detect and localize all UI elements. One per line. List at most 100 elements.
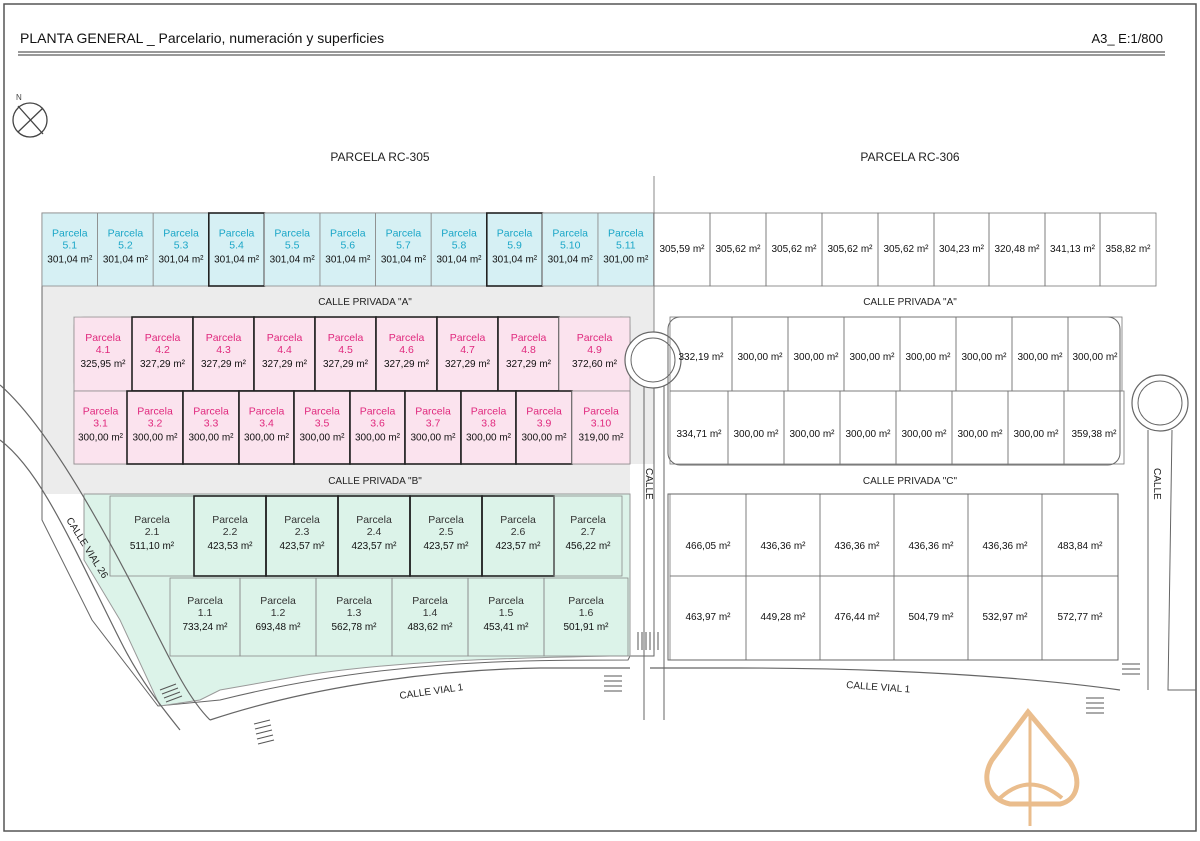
parcel-area: 693,48 m² <box>255 622 301 633</box>
street-label-privada-c: CALLE PRIVADA "C" <box>863 476 958 487</box>
parcel-right_e-3[interactable]: 476,44 m² <box>819 575 895 661</box>
parcel-right_a-5[interactable]: 305,62 m² <box>877 212 935 287</box>
parcel-area: 423,57 m² <box>495 541 541 552</box>
parcel-area: 300,00 m² <box>188 433 234 444</box>
parcel-right_a-6[interactable]: 304,23 m² <box>933 212 990 287</box>
parcel-right_d-4[interactable]: 436,36 m² <box>893 493 969 577</box>
parcel-area: 504,79 m² <box>908 612 954 623</box>
parcel-number: 3.7 <box>426 418 441 430</box>
parcel-right_e-2[interactable]: 449,28 m² <box>745 575 821 661</box>
parcel-word: Parcela <box>193 406 229 418</box>
parcel-right_b-3[interactable]: 300,00 m² <box>787 316 845 392</box>
parcel-right_b-5[interactable]: 300,00 m² <box>899 316 957 392</box>
parcel-right_e-6[interactable]: 572,77 m² <box>1041 575 1119 661</box>
parcel-right_b-4[interactable]: 300,00 m² <box>843 316 901 392</box>
parcel-right_d-6[interactable]: 483,84 m² <box>1041 493 1119 577</box>
parcel-right_c-6[interactable]: 300,00 m² <box>951 390 1009 465</box>
parcel-right_b-7[interactable]: 300,00 m² <box>1011 316 1069 392</box>
parcel-boundary <box>73 316 133 392</box>
parcel-right_c-8[interactable]: 359,38 m² <box>1063 390 1125 465</box>
parcel-right_b-8[interactable]: 300,00 m² <box>1067 316 1123 392</box>
parcel-right_e-5[interactable]: 532,97 m² <box>967 575 1043 661</box>
parcel-right_e-1[interactable]: 463,97 m² <box>669 575 747 661</box>
parcel-boundary <box>375 212 432 287</box>
parcel-area: 305,62 m² <box>827 244 873 255</box>
parcel-area: 300,00 m² <box>849 352 895 363</box>
parcel-right_b-2[interactable]: 300,00 m² <box>731 316 789 392</box>
parcel-right_d-1[interactable]: 466,05 m² <box>669 493 747 577</box>
parcel-right_b-6[interactable]: 300,00 m² <box>955 316 1013 392</box>
parcel-area: 436,36 m² <box>982 541 1028 552</box>
parcel-area: 325,95 m² <box>80 359 126 370</box>
parcel-right_a-2[interactable]: 305,62 m² <box>709 212 767 287</box>
parcel-right_c-7[interactable]: 300,00 m² <box>1007 390 1065 465</box>
parcel-area: 456,22 m² <box>565 541 611 552</box>
parcel-right_c-2[interactable]: 300,00 m² <box>727 390 785 465</box>
parcel-right_a-3[interactable]: 305,62 m² <box>765 212 823 287</box>
parcel-right_c-3[interactable]: 300,00 m² <box>783 390 841 465</box>
parcel-word: Parcela <box>212 514 248 526</box>
parcel-right_a-1[interactable]: 305,59 m² <box>653 212 711 287</box>
parcel-right_d-2[interactable]: 436,36 m² <box>745 493 821 577</box>
parcel-right_c-5[interactable]: 300,00 m² <box>895 390 953 465</box>
parcel-right_b-1[interactable]: 332,19 m² <box>669 316 733 392</box>
parcel-right_a-7[interactable]: 320,48 m² <box>988 212 1046 287</box>
parcel-right_a-4[interactable]: 305,62 m² <box>821 212 879 287</box>
parcel-right_e-4[interactable]: 504,79 m² <box>893 575 969 661</box>
parcel-area: 300,00 m² <box>132 433 178 444</box>
parcel-area: 436,36 m² <box>760 541 806 552</box>
parcel-area: 300,00 m² <box>845 429 891 440</box>
parcel-number: 5.3 <box>174 240 189 252</box>
parcel-right_a-8[interactable]: 341,13 m² <box>1044 212 1101 287</box>
parcel-right_d-3[interactable]: 436,36 m² <box>819 493 895 577</box>
parcel-right_a-9[interactable]: 358,82 m² <box>1099 212 1157 287</box>
parcel-area: 300,00 m² <box>793 352 839 363</box>
parcel-right_c-4[interactable]: 300,00 m² <box>839 390 897 465</box>
vial-1-edge-left <box>209 667 630 721</box>
parcel-area: 511,10 m² <box>130 541 175 552</box>
parcel-right_c-1[interactable]: 334,71 m² <box>669 390 729 465</box>
parcel-right_d-5[interactable]: 436,36 m² <box>967 493 1043 577</box>
